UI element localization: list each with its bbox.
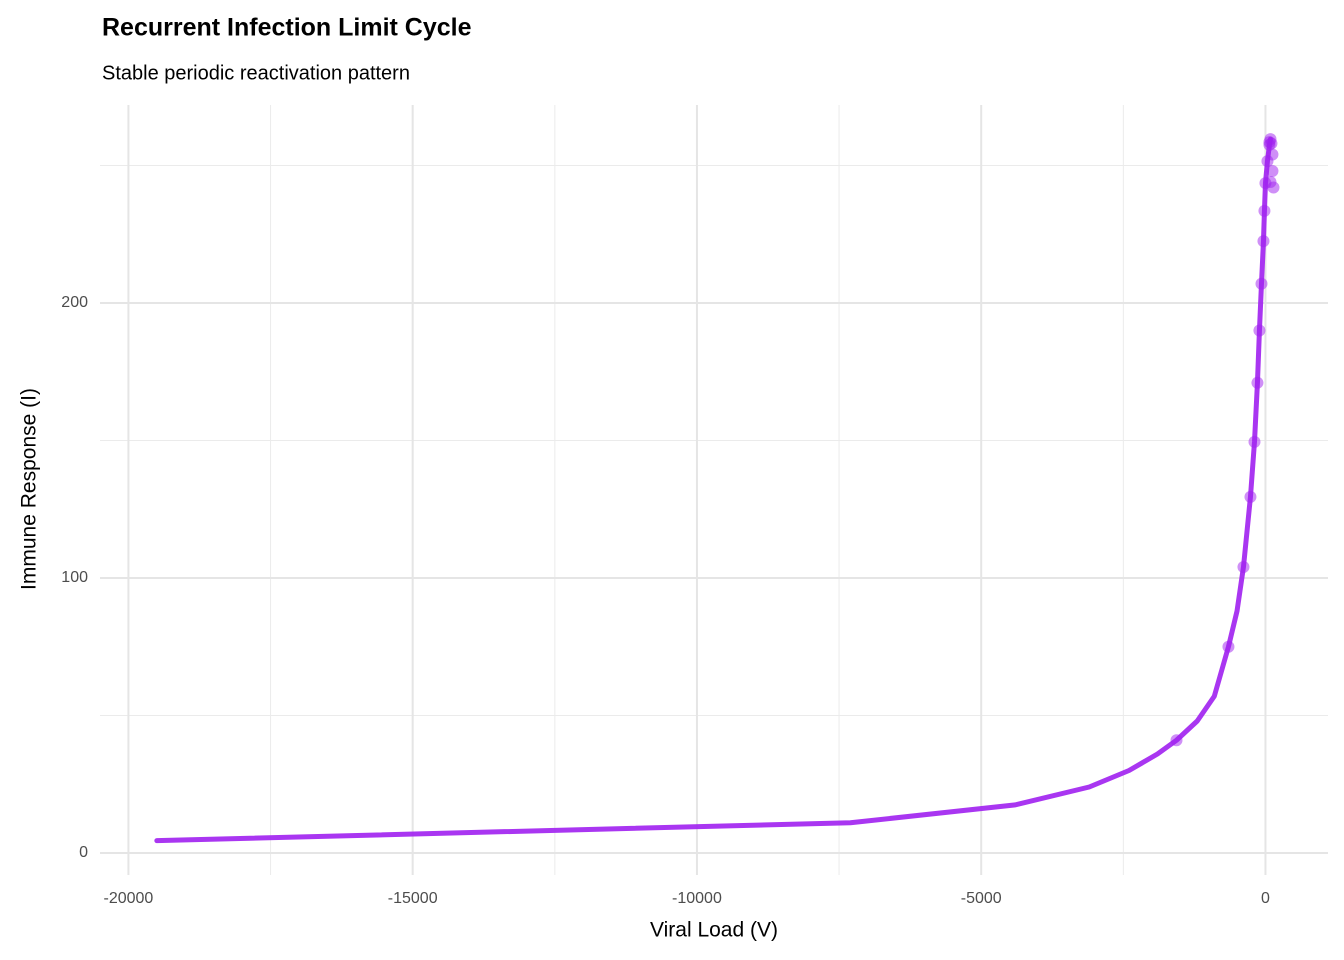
trajectory-line (154, 136, 1273, 844)
x-tick-label: -5000 (961, 890, 1002, 907)
y-tick-label: 200 (61, 294, 88, 311)
state-point (1255, 277, 1268, 290)
state-point (1251, 376, 1264, 389)
state-point (1258, 204, 1271, 217)
y-tick-label: 0 (79, 844, 88, 861)
state-point (1266, 165, 1279, 177)
state-point (1264, 176, 1277, 188)
state-point (1263, 136, 1276, 149)
chart-subtitle: Stable periodic reactivation pattern (102, 62, 410, 84)
state-point (1222, 640, 1235, 653)
y-tick-label: 100 (61, 569, 88, 586)
state-point (1170, 734, 1183, 747)
state-point (1266, 148, 1279, 161)
state-point (1244, 490, 1257, 503)
y-axis-title: Immune Response (I) (18, 388, 41, 590)
x-tick-label: -15000 (388, 890, 438, 907)
x-axis-title: Viral Load (V) (650, 919, 778, 942)
x-tick-label: -10000 (672, 890, 722, 907)
x-tick-label: -20000 (104, 890, 154, 907)
state-point (1248, 435, 1261, 448)
x-tick-label: 0 (1261, 890, 1270, 907)
chart-title: Recurrent Infection Limit Cycle (102, 14, 472, 42)
state-point (1253, 324, 1266, 337)
state-point (1257, 235, 1270, 248)
state-point (1237, 561, 1250, 573)
